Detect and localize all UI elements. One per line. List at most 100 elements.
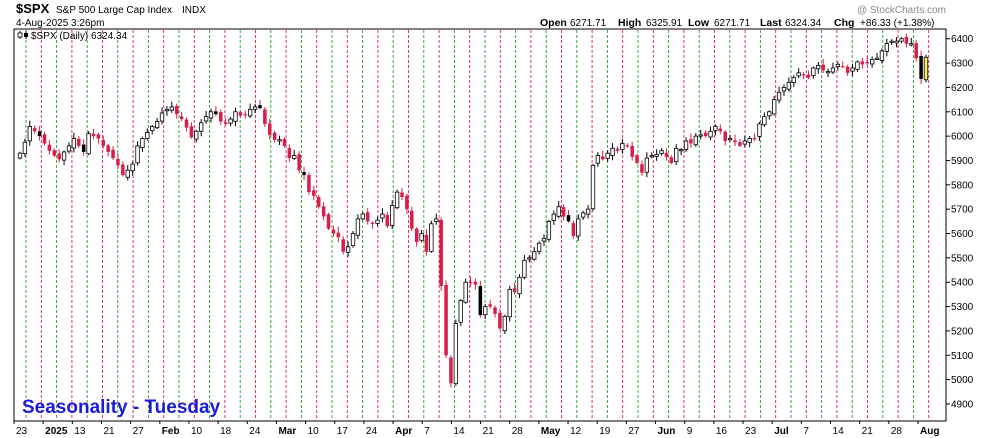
candle-body <box>164 108 170 112</box>
candle <box>326 212 331 231</box>
candle-body <box>757 123 762 137</box>
candle <box>233 107 238 127</box>
candle-body <box>640 164 644 173</box>
candle <box>733 134 737 147</box>
candle <box>556 200 561 219</box>
candle-body <box>77 139 81 146</box>
candle <box>91 129 96 140</box>
candle-body <box>405 195 409 210</box>
candle-body <box>536 242 542 252</box>
candle-body <box>845 66 850 73</box>
candle <box>106 143 110 157</box>
candle-body <box>101 139 106 146</box>
candle-body <box>258 105 262 109</box>
candle-body <box>796 72 801 77</box>
candle <box>874 53 880 61</box>
candle-body <box>453 323 459 385</box>
candle-body <box>835 63 841 68</box>
candle-body <box>532 251 537 260</box>
candle <box>615 146 620 154</box>
candle <box>532 247 537 261</box>
candle <box>194 129 199 143</box>
candle <box>27 120 32 146</box>
candle-body <box>106 145 110 152</box>
candle-body <box>502 315 507 332</box>
candle-body <box>302 171 306 176</box>
x-tick-label: 21 <box>862 426 874 437</box>
candle <box>860 57 865 69</box>
candle-body <box>336 232 341 238</box>
candle <box>630 141 634 161</box>
candle <box>904 33 909 48</box>
candle <box>850 63 855 77</box>
candle <box>762 112 767 127</box>
candle-body <box>517 276 522 295</box>
candles <box>17 33 929 388</box>
candle <box>331 225 336 237</box>
high-label: High <box>618 17 641 29</box>
candle <box>767 110 772 120</box>
chg-label: Chg <box>834 17 854 29</box>
candle-body <box>91 133 96 137</box>
candle <box>889 39 894 45</box>
candle-body <box>904 36 909 44</box>
candle-body <box>468 282 473 284</box>
candle <box>263 106 267 128</box>
y-tick-label: 5500 <box>951 253 974 264</box>
candle <box>189 122 194 139</box>
candle <box>154 117 160 130</box>
candle <box>595 152 601 167</box>
candle-body <box>874 57 880 60</box>
candle <box>434 213 439 225</box>
candle-body <box>689 139 693 144</box>
candle <box>801 72 806 80</box>
candle-body <box>551 213 556 221</box>
candle <box>463 278 468 304</box>
candle <box>683 137 689 153</box>
candle <box>199 119 204 137</box>
candle <box>405 193 409 215</box>
candle-body <box>350 233 356 246</box>
candle-body <box>463 281 468 303</box>
candle <box>821 58 825 74</box>
y-tick-label: 5000 <box>951 375 974 386</box>
candle-body <box>228 118 233 124</box>
candle-body <box>840 66 845 68</box>
candle-body <box>111 149 115 159</box>
candle <box>77 135 81 148</box>
candle-body <box>601 156 605 160</box>
candle <box>840 61 845 69</box>
candle-body <box>483 306 488 316</box>
candle-body <box>66 145 72 152</box>
candle <box>184 117 189 132</box>
x-tick-label: 27 <box>133 426 145 437</box>
candle <box>238 110 243 119</box>
y-tick-label: 6300 <box>951 59 974 70</box>
candle <box>590 163 596 211</box>
candle <box>267 118 272 140</box>
candle <box>37 126 42 141</box>
candle <box>551 210 556 225</box>
candle-body <box>556 206 561 217</box>
candle-body <box>444 284 448 356</box>
candle-body <box>733 140 737 143</box>
candle <box>316 195 321 209</box>
candle-body <box>781 87 787 92</box>
candle-body <box>341 239 345 252</box>
last-value: 6324.34 <box>785 18 822 29</box>
candle-body <box>566 215 571 222</box>
candle <box>865 56 869 66</box>
candle <box>644 152 650 178</box>
candle-body <box>919 56 923 79</box>
high-value: 6325.91 <box>646 18 683 29</box>
x-tick-label: 12 <box>570 426 582 437</box>
y-tick-label: 6400 <box>951 34 974 45</box>
candle-body <box>595 155 601 164</box>
candle <box>17 151 23 160</box>
candle <box>22 138 28 157</box>
candle-body <box>488 304 492 307</box>
candle-body <box>135 145 140 164</box>
candle <box>536 241 542 255</box>
candle-body <box>32 128 37 132</box>
candle-body <box>439 219 443 286</box>
